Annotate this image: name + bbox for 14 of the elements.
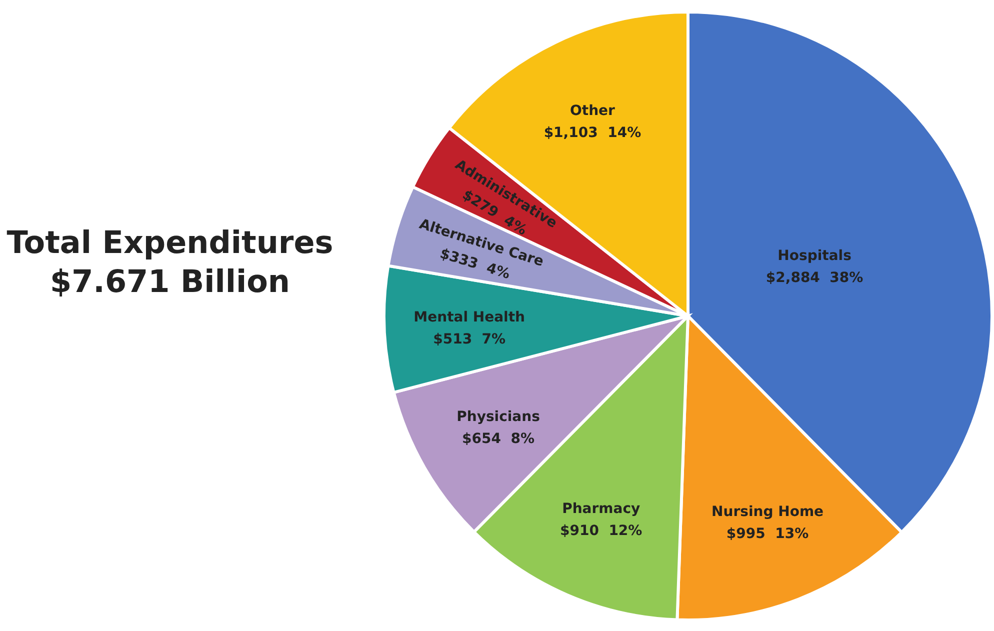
data-label: $1,103 14% [544,125,642,142]
slice-label: Mental Health [414,310,525,326]
data-label: $995 13% [726,526,809,542]
slice-label: Hospitals [778,248,852,264]
data-label: $513 7% [433,332,506,348]
slice-label: Other [570,103,616,120]
text: $7.671 Billion [50,264,290,300]
data-label: $2,884 38% [766,270,864,286]
data-label: $654 8% [462,431,535,448]
text: Total Expenditures [6,225,334,261]
slice-label: Pharmacy [562,500,640,517]
slice-label: Physicians [456,409,540,426]
data-label: $910 12% [560,522,642,539]
slice-label: Nursing Home [712,504,824,520]
